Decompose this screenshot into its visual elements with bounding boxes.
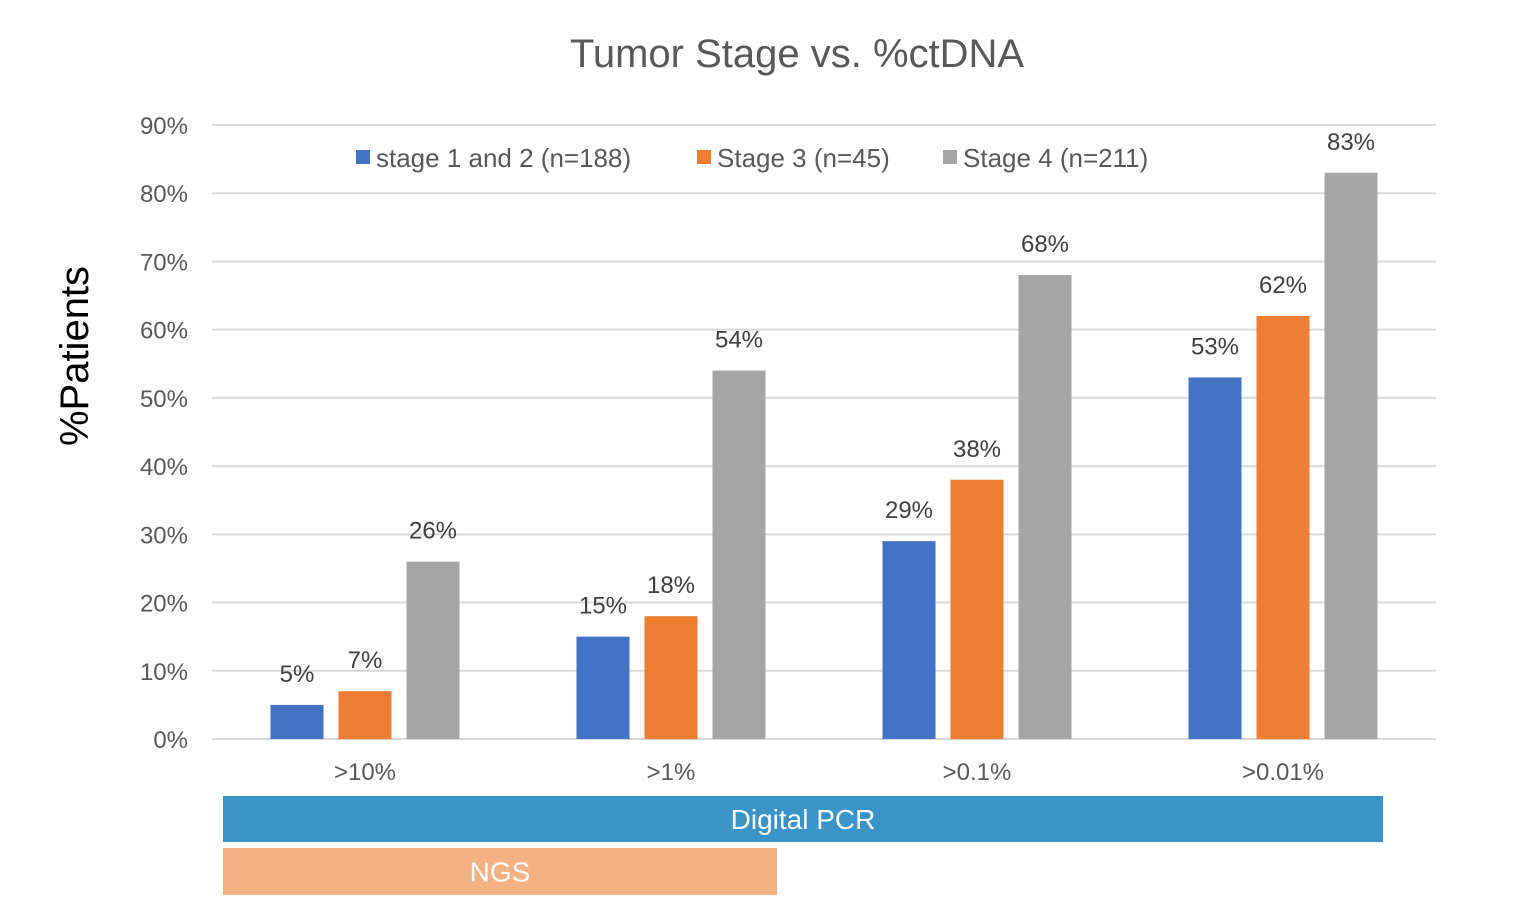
- y-tick-label: 70%: [140, 249, 188, 276]
- method-band-label: Digital PCR: [731, 804, 876, 835]
- method-band: [223, 848, 777, 895]
- y-tick-label: 50%: [140, 386, 188, 413]
- bar: [1324, 172, 1378, 739]
- chart-title: Tumor Stage vs. %ctDNA: [570, 32, 1025, 76]
- bar: [270, 704, 324, 739]
- y-tick-label: 0%: [153, 727, 188, 754]
- legend-label: Stage 3 (n=45): [717, 143, 890, 173]
- bar: [644, 616, 698, 739]
- y-tick-label: 20%: [140, 591, 188, 618]
- bar: [1256, 316, 1310, 739]
- bar: [576, 636, 630, 739]
- method-band: [223, 796, 1383, 842]
- bar: [882, 541, 936, 739]
- data-labels: 5% 7% 26% 15% 18% 54% 29% 38% 68% 53% 62% 83%: [280, 129, 1375, 688]
- category-label: >10%: [334, 759, 396, 786]
- data-label: 15%: [579, 593, 627, 620]
- bar: [406, 561, 460, 739]
- method-band-label: NGS: [470, 857, 531, 888]
- data-label: 29%: [885, 497, 933, 524]
- data-label: 62%: [1259, 272, 1307, 299]
- gridlines: [212, 124, 1436, 740]
- data-label: 68%: [1021, 231, 1069, 258]
- legend-swatch: [697, 150, 711, 164]
- y-tick-label: 60%: [140, 318, 188, 345]
- data-label: 38%: [953, 436, 1001, 463]
- y-tick-label: 30%: [140, 522, 188, 549]
- data-label: 54%: [715, 327, 763, 354]
- legend-label: stage 1 and 2 (n=188): [376, 143, 631, 173]
- y-tick-labels: 0% 10% 20% 30% 40% 50% 60% 70% 80% 90%: [140, 113, 188, 754]
- data-label: 26%: [409, 518, 457, 545]
- legend-label: Stage 4 (n=211): [963, 143, 1148, 173]
- y-tick-label: 80%: [140, 181, 188, 208]
- y-tick-label: 90%: [140, 113, 188, 140]
- bar: [1188, 377, 1242, 739]
- method-bands: Digital PCR NGS: [223, 796, 1383, 895]
- y-tick-label: 40%: [140, 454, 188, 481]
- legend-swatch: [943, 150, 957, 164]
- bar: [950, 479, 1004, 739]
- bar: [338, 691, 392, 739]
- y-tick-label: 10%: [140, 659, 188, 686]
- data-label: 18%: [647, 572, 695, 599]
- category-label: >0.01%: [1242, 759, 1324, 786]
- y-axis-label: %Patients: [53, 266, 97, 446]
- bars: [270, 172, 1378, 739]
- data-label: 5%: [280, 661, 315, 688]
- category-labels: >10% >1% >0.1% >0.01%: [334, 759, 1324, 786]
- legend-swatch: [356, 150, 370, 164]
- bar: [712, 370, 766, 739]
- data-label: 7%: [348, 647, 383, 674]
- data-label: 53%: [1191, 333, 1239, 360]
- category-label: >0.1%: [943, 759, 1012, 786]
- legend: stage 1 and 2 (n=188) Stage 3 (n=45) Stage…: [356, 143, 1148, 173]
- data-label: 83%: [1327, 129, 1375, 156]
- category-label: >1%: [647, 759, 696, 786]
- bar: [1018, 275, 1072, 739]
